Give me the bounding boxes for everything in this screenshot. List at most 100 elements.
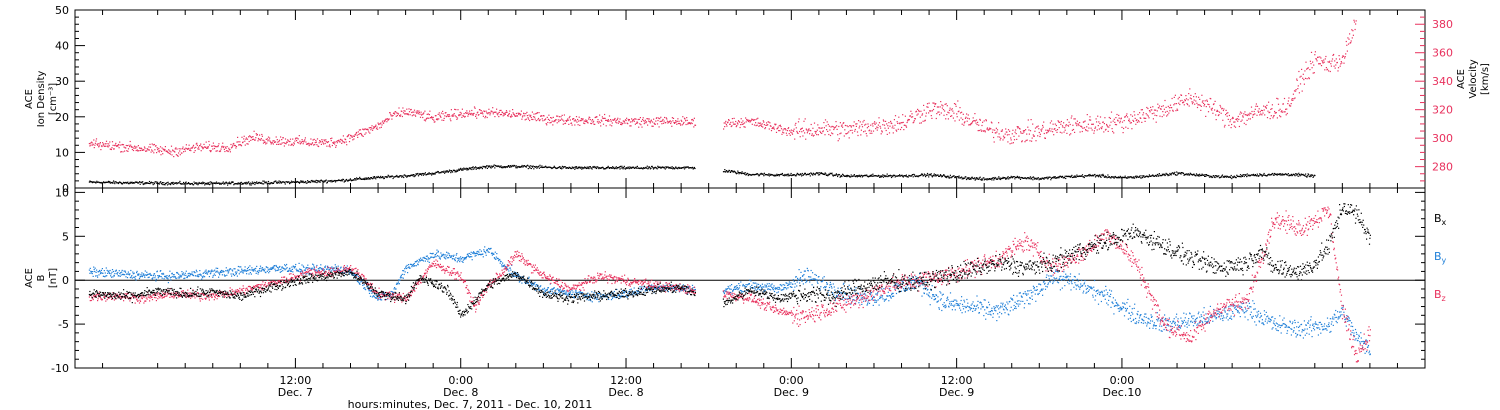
density-series-point — [1285, 173, 1287, 175]
velocity-series-point — [419, 116, 422, 118]
velocity-series-point — [1215, 119, 1217, 121]
series-by-point — [233, 268, 235, 270]
right-tick-label: 320 — [1432, 104, 1453, 117]
velocity-series-point — [905, 125, 907, 127]
velocity-series-point — [864, 124, 866, 126]
velocity-series-point — [1111, 128, 1113, 130]
density-series-point — [1026, 177, 1028, 179]
series-by-point — [198, 275, 200, 277]
velocity-series-point — [644, 121, 646, 123]
velocity-series-point — [930, 110, 932, 112]
velocity-series-point — [566, 120, 568, 122]
velocity-series-point — [1081, 130, 1083, 133]
series-by-point — [203, 275, 205, 277]
velocity-series-point — [281, 142, 283, 144]
velocity-series-point — [1144, 120, 1146, 122]
density-series-point — [1256, 175, 1258, 177]
velocity-series-point — [548, 114, 550, 116]
series-by-point — [313, 266, 315, 268]
density-series-point — [540, 166, 542, 168]
density-series-point — [902, 175, 904, 177]
velocity-series-point — [1331, 60, 1333, 62]
velocity-series-point — [439, 114, 441, 116]
series-by-point — [311, 267, 313, 269]
velocity-series-point — [1304, 70, 1306, 72]
series-by-point — [197, 274, 199, 276]
velocity-series-point — [813, 122, 816, 124]
velocity-series-point — [438, 118, 440, 120]
velocity-series-point — [935, 103, 937, 105]
density-series-point — [306, 182, 308, 184]
velocity-series-point — [297, 141, 299, 144]
density-series-point — [494, 167, 496, 169]
series-by-point — [111, 276, 113, 278]
density-series-point — [928, 176, 930, 178]
density-series-point — [980, 179, 982, 181]
density-series-point — [977, 177, 979, 179]
series-by-point — [143, 275, 145, 277]
density-series-point — [890, 176, 893, 179]
velocity-series-point — [1059, 121, 1061, 123]
density-series-point — [210, 183, 212, 185]
series-by-point — [158, 275, 160, 277]
velocity-series-point — [726, 125, 728, 127]
series-by-point — [187, 275, 189, 277]
series-by-point — [335, 266, 337, 268]
velocity-series-point — [854, 128, 856, 131]
velocity-series-point — [1149, 111, 1151, 113]
velocity-series-point — [859, 125, 861, 127]
series-by-point — [243, 269, 245, 271]
velocity-series-point — [692, 120, 694, 122]
density-series-point — [1112, 176, 1114, 178]
velocity-series-point — [847, 132, 849, 134]
density-series-point — [822, 173, 824, 175]
density-series-point — [598, 168, 600, 170]
velocity-series-point — [664, 116, 666, 119]
series-by-point — [404, 271, 406, 273]
velocity-series-point — [586, 120, 588, 122]
density-series-point — [597, 166, 599, 168]
velocity-series-point — [995, 127, 997, 129]
series-by-point — [259, 270, 261, 272]
velocity-series-point — [794, 138, 796, 140]
velocity-series-point — [874, 121, 876, 123]
velocity-series-point — [351, 135, 353, 137]
velocity-series-point — [1217, 114, 1219, 117]
velocity-series-point — [772, 127, 774, 129]
density-series-point — [605, 168, 607, 170]
velocity-series-point — [288, 144, 290, 146]
density-series-point — [327, 180, 329, 182]
density-series-point — [579, 166, 581, 169]
velocity-series-point — [797, 121, 800, 123]
velocity-series-point — [509, 110, 511, 112]
velocity-series-point — [353, 135, 355, 137]
velocity-series-point — [1093, 130, 1095, 132]
velocity-series-point — [872, 125, 874, 127]
velocity-series-point — [320, 141, 322, 143]
series-by-point — [97, 276, 99, 278]
density-series-point — [745, 174, 747, 176]
series-by-point — [181, 273, 183, 275]
velocity-series-point — [266, 138, 268, 140]
velocity-series-point — [518, 113, 520, 115]
velocity-series-point — [262, 142, 265, 144]
velocity-series-point — [897, 128, 899, 130]
velocity-series-point — [898, 116, 900, 118]
velocity-series-point — [304, 137, 306, 139]
velocity-series-point — [1055, 129, 1057, 132]
velocity-series-point — [1224, 124, 1226, 126]
velocity-series-point — [195, 143, 197, 145]
velocity-series-point — [1195, 96, 1197, 98]
density-series-point — [920, 174, 922, 176]
velocity-series-point — [180, 148, 182, 150]
series-by-point — [244, 266, 246, 268]
density-series-point — [1109, 177, 1111, 179]
density-series-point — [545, 165, 547, 167]
velocity-series-point — [920, 122, 922, 124]
density-series-point — [1243, 175, 1245, 178]
velocity-series-point — [236, 141, 238, 143]
velocity-series-point — [1225, 114, 1227, 116]
velocity-series-point — [309, 143, 311, 145]
series-by-point — [168, 275, 170, 278]
velocity-series-point — [403, 110, 405, 112]
